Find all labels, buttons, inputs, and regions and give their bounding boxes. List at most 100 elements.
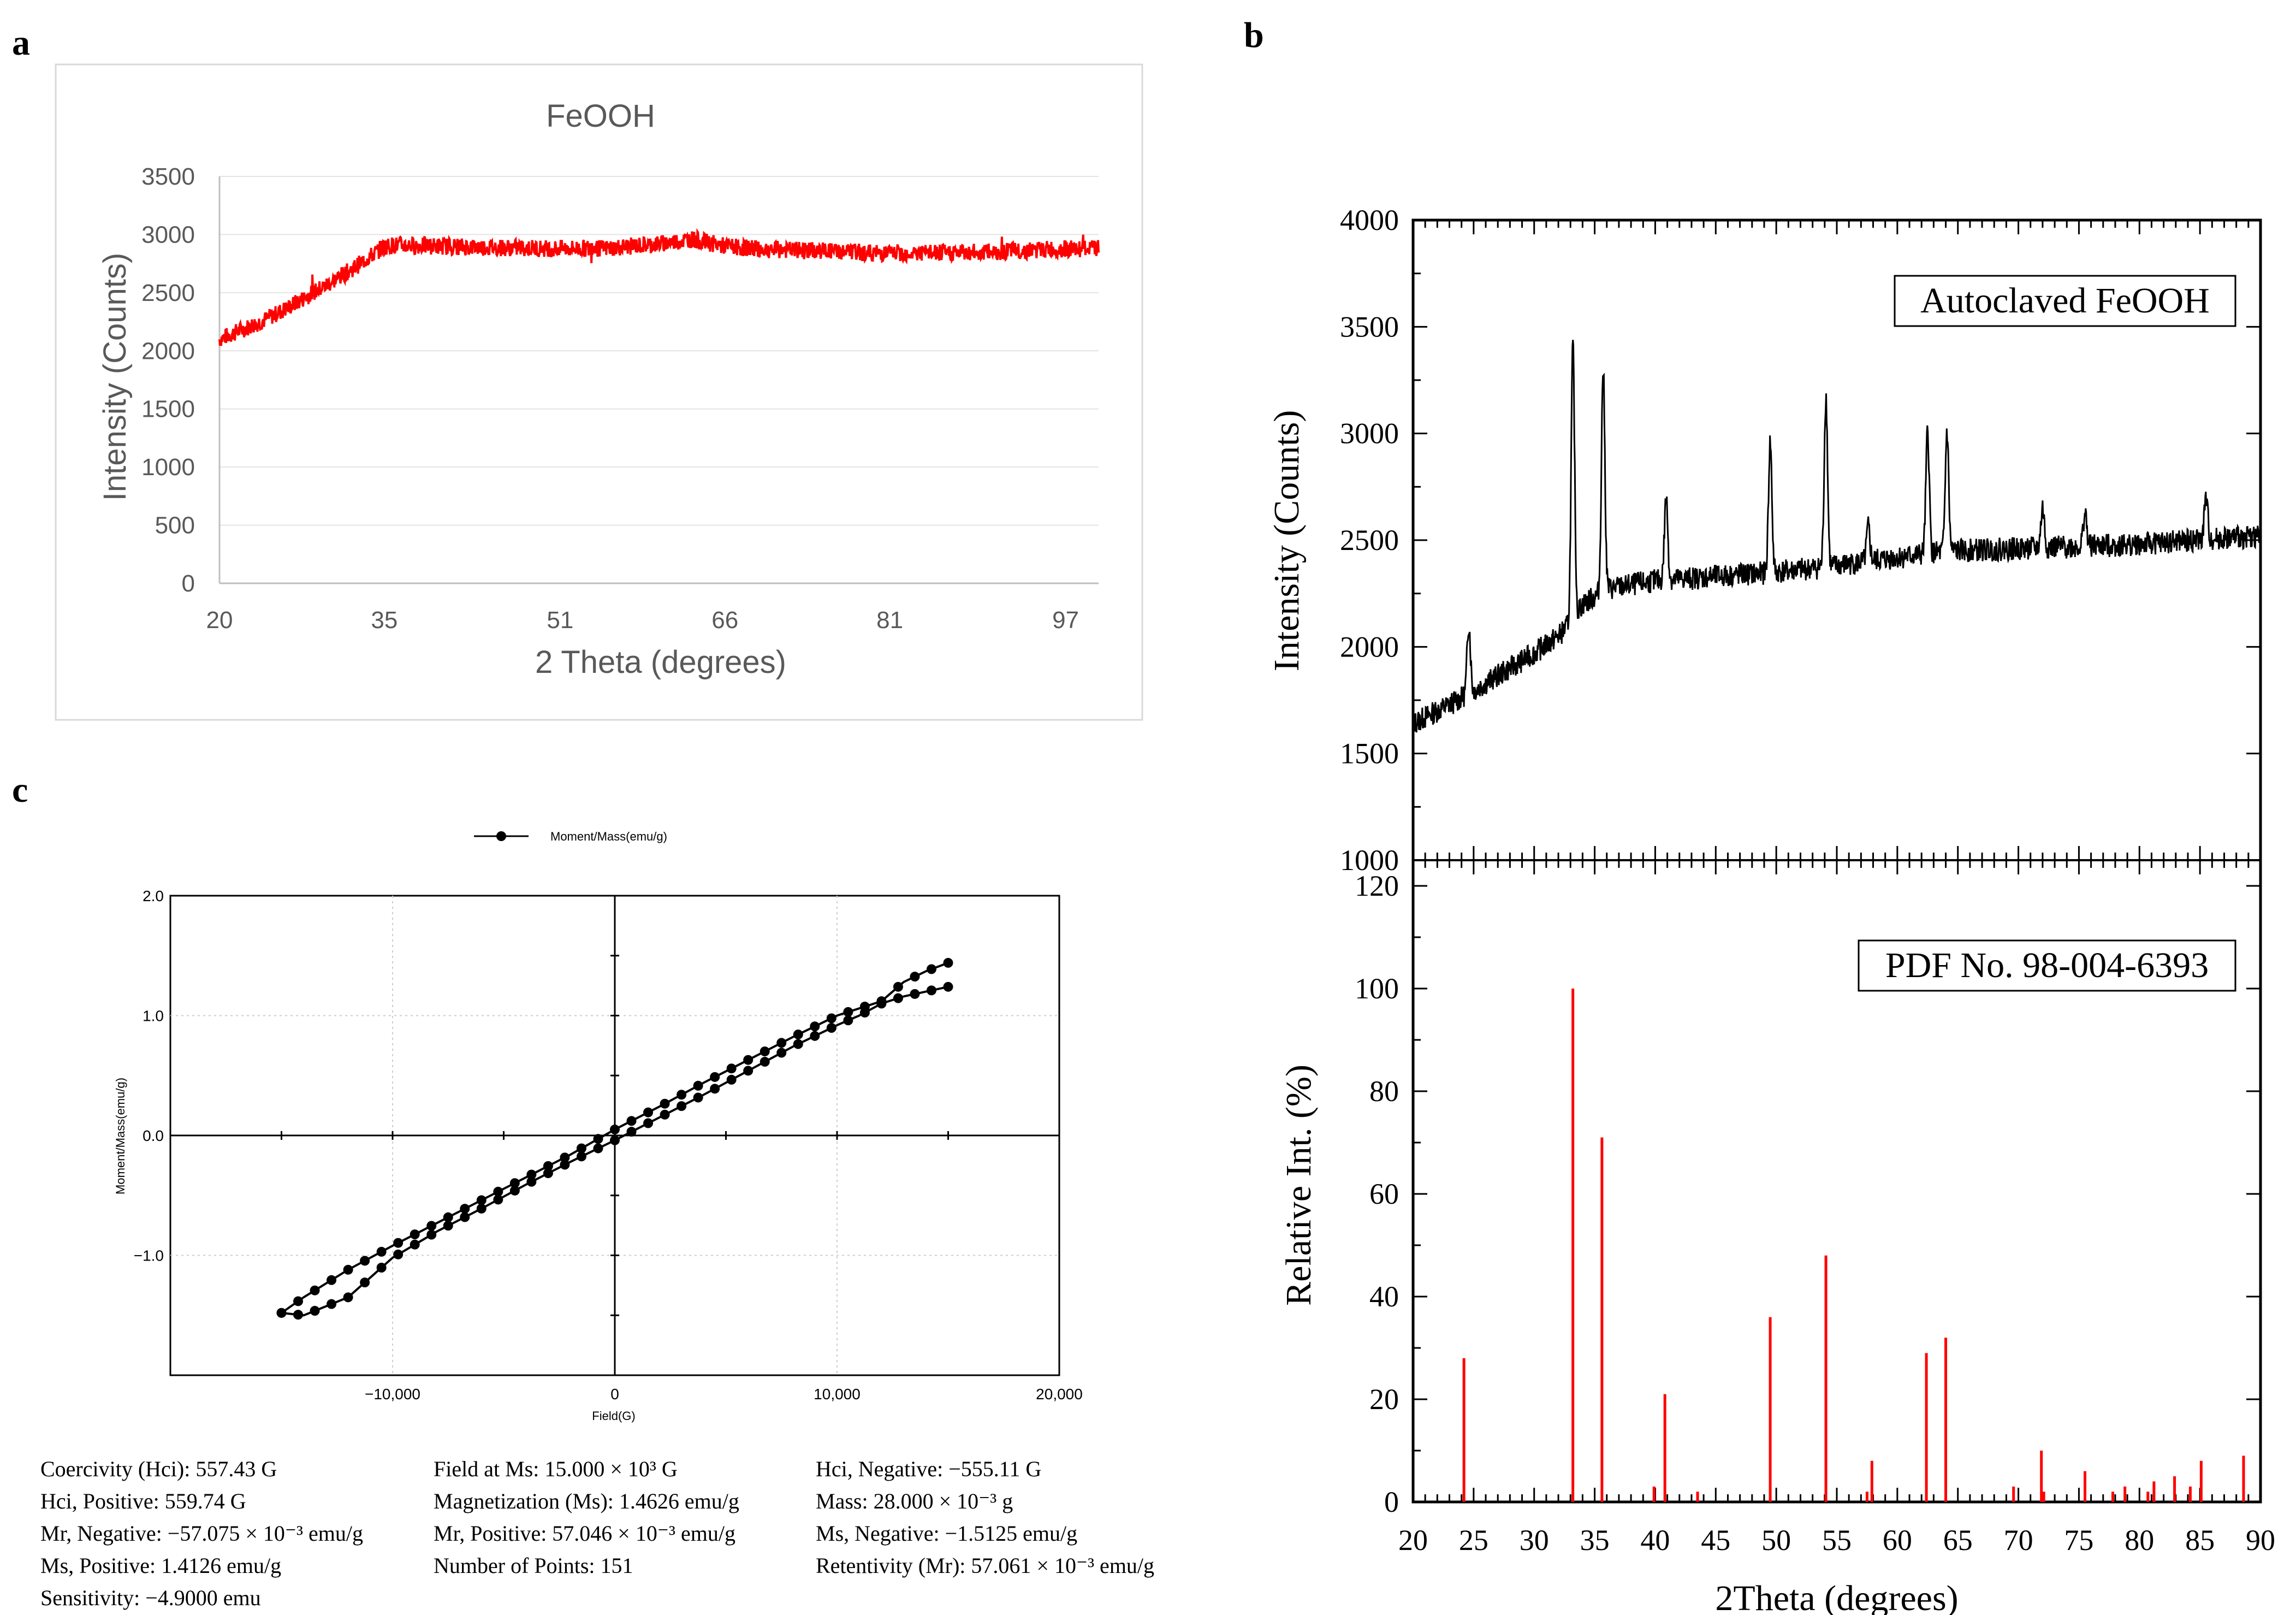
- chart-b-bottom-y-tick-label: 40: [1369, 1280, 1399, 1313]
- chart-c-lower-point: [760, 1057, 770, 1067]
- chart-c-upper-point: [643, 1107, 654, 1117]
- stat-sensitivity: Sensitivity: −4.9000 emu: [40, 1586, 261, 1610]
- stat-mr-positive: Mr, Positive: 57.046 × 10⁻³ emu/g: [434, 1521, 735, 1546]
- chart-c-lower-point: [610, 1135, 620, 1145]
- chart-c-lower-point: [376, 1262, 387, 1273]
- chart-c-lower-point: [310, 1306, 320, 1316]
- chart-b-bottom-y-tick-label: 60: [1369, 1178, 1399, 1210]
- chart-c-ylabel: Moment/Mass(emu/g): [114, 1078, 127, 1194]
- chart-c-lower-point: [509, 1185, 520, 1196]
- chart-c-x-tick-label: 20,000: [1036, 1386, 1083, 1403]
- chart-c-upper-point: [343, 1264, 353, 1275]
- chart-c-upper-point: [943, 957, 953, 968]
- chart-c-lower-point: [643, 1118, 654, 1128]
- chart-c-lower-point: [593, 1143, 603, 1153]
- chart-a-ylabel: Intensity (Counts): [97, 253, 133, 501]
- chart-b-top-legend: Autoclaved FeOOH: [1920, 281, 2210, 321]
- chart-c-lower-point: [526, 1176, 537, 1187]
- chart-a-y-tick-label: 3500: [141, 163, 195, 190]
- chart-a-xlabel: 2 Theta (degrees): [535, 644, 786, 680]
- panel-b: b 1000 1500 2000 2500 3000 3500 4000 0 20 40 60 80…: [1244, 15, 2275, 1615]
- chart-a-title: FeOOH: [546, 98, 655, 134]
- chart-c-upper-point: [810, 1021, 820, 1032]
- chart-c-lower-point: [677, 1101, 687, 1111]
- chart-c-lower-point: [560, 1160, 570, 1170]
- chart-c-lower-point: [327, 1299, 337, 1309]
- stat-number-of-points: Number of Points: 151: [434, 1553, 633, 1578]
- chart-c-upper-point: [910, 972, 920, 982]
- panel-a-frame: [55, 63, 1143, 721]
- chart-a-x-ticks: 20 35 51 66 81 97: [206, 607, 1079, 634]
- chart-a-x-tick-label: 81: [876, 607, 903, 634]
- chart-a-x-tick-label: 51: [547, 607, 573, 634]
- chart-c-y-tick-label: −1.0: [134, 1247, 164, 1264]
- chart-c-upper-point: [426, 1221, 437, 1231]
- chart-b-top-y-tick-label: 1000: [1340, 844, 1399, 877]
- chart-a-x-tick-label: 97: [1052, 607, 1079, 634]
- chart-b-top-y-tick-label: 3000: [1340, 417, 1399, 450]
- chart-b-x-tick-label: 50: [1761, 1524, 1791, 1557]
- chart-c-upper-point: [660, 1098, 670, 1109]
- chart-c-y-ticks: 2.0 1.0 0.0 −1.0: [134, 888, 164, 1264]
- chart-b-x-tick-label: 45: [1701, 1524, 1730, 1557]
- chart-b-x-tick-label: 35: [1580, 1524, 1610, 1557]
- chart-c-upper-point: [726, 1063, 737, 1074]
- chart-c-lower-point: [426, 1229, 437, 1240]
- chart-c-lower-point: [776, 1048, 787, 1058]
- chart-b-x-tick-label: 65: [1943, 1524, 1973, 1557]
- chart-b-top-y-tick-label: 3500: [1340, 310, 1399, 343]
- chart-b-x-tick-label: 70: [2004, 1524, 2033, 1557]
- chart-b-bottom-legend-box: [1858, 939, 2236, 992]
- chart-c-upper-point: [626, 1116, 637, 1126]
- chart-c-upper-point: [893, 981, 903, 992]
- chart-c-lower-point: [710, 1084, 720, 1094]
- chart-c-lower-point: [493, 1194, 503, 1205]
- chart-c-upper-point: [693, 1080, 703, 1091]
- chart-b-bottom-y-tick-label: 20: [1369, 1383, 1399, 1416]
- chart-c-x-tick-label: −10,000: [365, 1386, 420, 1403]
- panel-c: c Moment/Mass(emu/g) 2.0 1.0 0.0 −1.0 −10,0…: [12, 770, 1083, 1423]
- chart-c-lower-point: [810, 1031, 820, 1041]
- chart-c-upper-point: [593, 1134, 603, 1144]
- chart-a-y-tick-label: 1000: [141, 454, 195, 481]
- chart-b-x-tick-label: 85: [2185, 1524, 2215, 1557]
- chart-b-x-ticks: 20 25 30 35 40 45 50 55 60 65 70 75 80 85 90: [1398, 1524, 2275, 1557]
- chart-c-lower-point: [360, 1277, 370, 1288]
- stat-magnetization: Magnetization (Ms): 1.4626 emu/g: [434, 1489, 739, 1513]
- chart-c-upper-point: [493, 1186, 503, 1197]
- chart-c-upper-point: [310, 1285, 320, 1295]
- chart-b-top-y-tick-label: 2500: [1340, 524, 1399, 557]
- chart-c-lower-point: [293, 1310, 304, 1320]
- chart-c-x-tick-label: 0: [610, 1386, 619, 1403]
- chart-b-x-tick-label: 30: [1520, 1524, 1549, 1557]
- chart-b-top-series-line: [1412, 340, 2262, 733]
- chart-c-x-ticks: −10,000 0 10,000 20,000: [365, 1386, 1083, 1403]
- chart-c-upper-point: [776, 1038, 787, 1048]
- chart-c-upper-point: [476, 1195, 487, 1205]
- chart-c-upper-point: [743, 1055, 754, 1065]
- chart-c-upper-point: [293, 1296, 304, 1306]
- chart-b-bottom-y-tick-label: 100: [1355, 972, 1399, 1005]
- chart-b-top-y-tick-label: 2000: [1340, 630, 1399, 663]
- chart-a-x-tick-label: 35: [371, 607, 398, 634]
- chart-a-y-tick-label: 2500: [141, 280, 195, 306]
- chart-c-lower-point: [476, 1203, 487, 1214]
- chart-b-x-tick-label: 20: [1398, 1524, 1428, 1557]
- chart-b-top-ylabel: Intensity (Counts): [1267, 410, 1307, 671]
- chart-c-y-tick-label: 2.0: [143, 888, 164, 904]
- stats-block: Coercivity (Hci): 557.43 G Hci, Positive…: [40, 1457, 1154, 1610]
- chart-c-lower-point: [943, 981, 953, 992]
- chart-c-lower-point: [393, 1249, 404, 1259]
- chart-c-lower-point: [910, 989, 920, 999]
- chart-c-upper-point: [610, 1125, 620, 1135]
- chart-c-points: [276, 957, 953, 1320]
- chart-c-upper-point: [843, 1007, 853, 1017]
- chart-b-top-legend-box: [1894, 275, 2236, 327]
- chart-b-x-tick-label: 75: [2064, 1524, 2093, 1557]
- chart-c-upper-point: [360, 1256, 370, 1266]
- chart-c-x-tick-label: 10,000: [814, 1386, 861, 1403]
- chart-b-xlabel: 2Theta (degrees): [1715, 1578, 1958, 1615]
- panel-a: a FeOOH 0 500 1000 1500 2000 2500 3000 3500 20 3…: [12, 23, 1143, 721]
- chart-a-y-tick-label: 500: [155, 512, 195, 539]
